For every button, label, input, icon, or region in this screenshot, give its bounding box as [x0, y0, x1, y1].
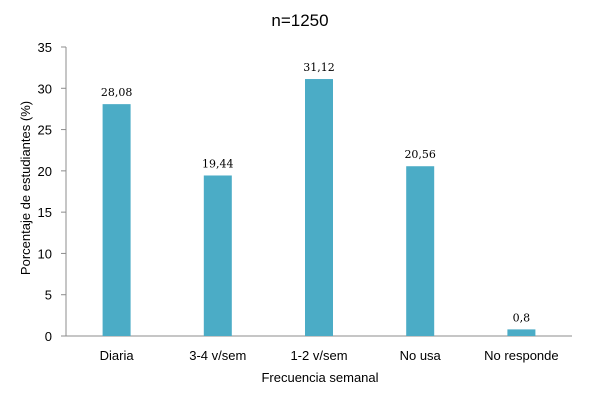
- y-tick-label: 10: [38, 246, 52, 261]
- data-label: 28,08: [101, 86, 133, 99]
- chart-title: n=1250: [271, 11, 328, 30]
- bar: [102, 104, 131, 336]
- x-tick-label: No responde: [484, 348, 558, 363]
- y-tick-label: 0: [45, 329, 52, 344]
- x-tick-label: Diaria: [100, 348, 135, 363]
- y-tick-label: 30: [38, 81, 52, 96]
- bar: [507, 329, 536, 336]
- x-tick-label: 1-2 v/sem: [290, 348, 347, 363]
- data-label: 0,8: [513, 311, 531, 324]
- y-axis-label: Porcentaje de estudiantes (%): [18, 101, 33, 275]
- y-tick-label: 25: [38, 123, 52, 138]
- x-axis-label: Frecuencia semanal: [261, 370, 378, 385]
- data-label: 31,12: [303, 61, 335, 74]
- data-label: 20,56: [404, 148, 436, 161]
- bar: [406, 166, 435, 336]
- y-tick-label: 15: [38, 205, 52, 220]
- y-tick-label: 35: [38, 40, 52, 55]
- data-label: 19,44: [202, 157, 234, 170]
- y-tick-label: 20: [38, 164, 52, 179]
- x-tick-label: No usa: [400, 348, 442, 363]
- bar: [203, 175, 232, 336]
- y-tick-label: 5: [45, 288, 52, 303]
- x-tick-label: 3-4 v/sem: [189, 348, 246, 363]
- plot-area: 0 5 10 15 20 25 30 35 28,08 Diaria 19,44 3-4 v/sem 3…: [38, 40, 572, 363]
- bar: [305, 79, 333, 336]
